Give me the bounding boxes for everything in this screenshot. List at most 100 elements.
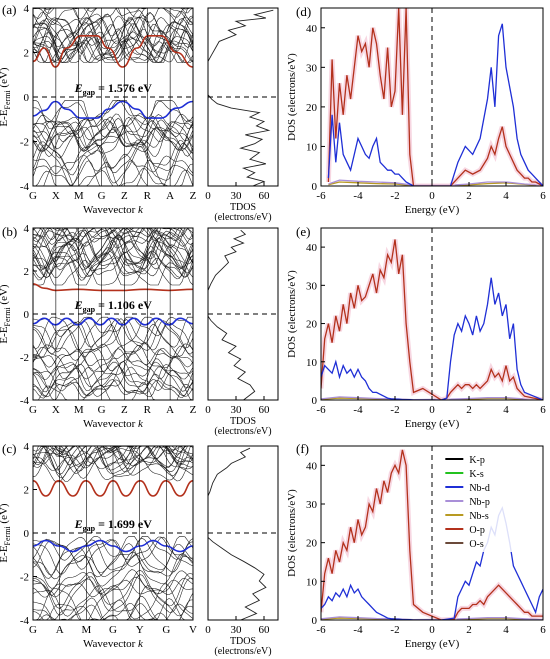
band-line — [32, 318, 194, 349]
legend-label: Nb-s — [469, 511, 489, 522]
kpoint-label: A — [166, 404, 174, 416]
band-line — [32, 250, 194, 279]
y-axis-label: DOS (electrons/eV) — [286, 53, 298, 141]
y-tick-label: -4 — [20, 395, 30, 407]
kpoint-label: G — [98, 190, 106, 202]
legend-label: O-s — [469, 539, 484, 550]
y-tick-label: 30 — [306, 280, 318, 292]
tdos-label: TDOS — [230, 202, 256, 213]
tdos-line — [207, 229, 256, 401]
kpoint-label: A — [166, 190, 174, 202]
band-line — [32, 10, 194, 38]
gap-label: Egap = 1.576 eV — [74, 81, 153, 97]
y-tick-label: 0 — [312, 395, 318, 407]
gap-label: Egap = 1.106 eV — [74, 298, 153, 314]
y-tick-label: 0 — [24, 309, 30, 321]
band-line — [32, 348, 194, 368]
band-line — [32, 227, 194, 243]
y-tick-label: 10 — [306, 141, 318, 153]
band-line — [32, 128, 194, 152]
kpoint-label: A — [56, 624, 64, 636]
band-line — [32, 15, 194, 47]
band-line — [33, 168, 194, 187]
band-line — [32, 318, 194, 355]
o-p-glow — [325, 8, 543, 186]
x-tick-label: 2 — [466, 404, 472, 416]
y-tick-label: 20 — [306, 319, 318, 331]
band-line — [32, 120, 194, 152]
band-line — [32, 125, 194, 150]
band-line — [32, 246, 194, 281]
x-tick-label: 6 — [540, 624, 546, 636]
tdos-label: TDOS — [230, 636, 256, 647]
band-line — [32, 28, 194, 63]
panel-letter: (b) — [2, 224, 17, 239]
band-line — [33, 7, 194, 14]
x-tick-label: 0 — [205, 190, 211, 202]
x-tick-label: -6 — [316, 624, 326, 636]
x-tick-label: 4 — [503, 624, 509, 636]
panel-letter: (e) — [296, 224, 310, 239]
y-axis-label: DOS (electrons/eV) — [286, 270, 298, 358]
band-line — [32, 113, 194, 142]
y-axis-label: E-EFermi (eV) — [0, 67, 12, 126]
kpoint-label: G — [162, 624, 170, 636]
kpoint-label: R — [144, 404, 152, 416]
dos-curves — [325, 8, 543, 186]
y-tick-label: 0 — [312, 181, 318, 193]
gap-label: Egap = 1.699 eV — [74, 517, 153, 533]
x-axis-label: Energy (eV) — [405, 638, 460, 650]
x-tick-label: 0 — [429, 190, 435, 202]
panel-letter: (a) — [2, 2, 16, 17]
y-tick-label: 2 — [24, 485, 30, 497]
y-axis-label: DOS (electrons/eV) — [286, 489, 298, 577]
x-tick-label: 4 — [503, 190, 509, 202]
band-line — [32, 236, 194, 279]
y-tick-label: 4 — [24, 3, 30, 15]
x-axis-label: Energy (eV) — [405, 418, 460, 430]
x-tick-label: -4 — [353, 404, 363, 416]
o-p-dos-line — [321, 239, 543, 400]
band-line — [32, 373, 194, 397]
y-tick-label: -4 — [20, 181, 30, 193]
x-axis-label: Wavevector k — [83, 418, 144, 430]
y-tick-label: 30 — [306, 499, 318, 511]
y-tick-label: 10 — [306, 357, 318, 369]
band-structure-panel — [32, 227, 194, 401]
red-band-line — [32, 283, 194, 292]
band-line — [32, 227, 194, 252]
band-line — [32, 378, 194, 399]
y-tick-label: 30 — [306, 62, 318, 74]
band-line — [32, 228, 194, 267]
tdos-line — [207, 447, 267, 621]
kpoint-label: M — [74, 190, 84, 202]
y-tick-label: 4 — [24, 223, 30, 235]
y-tick-label: -2 — [20, 137, 29, 149]
x-axis-label: Energy (eV) — [405, 204, 460, 216]
y-tick-label: 40 — [306, 23, 318, 35]
band-line — [32, 146, 194, 186]
legend-label: O-p — [469, 525, 485, 536]
kpoint-label: M — [81, 624, 91, 636]
x-tick-label: 0 — [205, 624, 211, 636]
y-tick-label: 0 — [312, 615, 318, 627]
band-line — [33, 251, 194, 286]
x-tick-label: -2 — [390, 624, 399, 636]
band-structure-panel — [32, 7, 194, 187]
y-tick-label: -2 — [20, 572, 29, 584]
y-tick-label: 0 — [24, 92, 30, 104]
x-tick-label: -4 — [353, 190, 363, 202]
y-tick-label: 40 — [306, 460, 318, 472]
band-line — [32, 230, 194, 269]
o-p-dos-line — [327, 8, 543, 186]
band-line — [32, 23, 194, 63]
tdos-unit-label: (electrons/eV) — [214, 426, 271, 437]
x-tick-label: 30 — [231, 404, 243, 416]
band-line — [32, 21, 194, 47]
kpoint-label: M — [74, 404, 84, 416]
blue-band-line — [32, 100, 194, 119]
band-line — [32, 346, 194, 374]
x-tick-label: 0 — [429, 404, 435, 416]
y-axis-label: E-EFermi (eV) — [0, 284, 12, 343]
band-line — [32, 40, 194, 63]
